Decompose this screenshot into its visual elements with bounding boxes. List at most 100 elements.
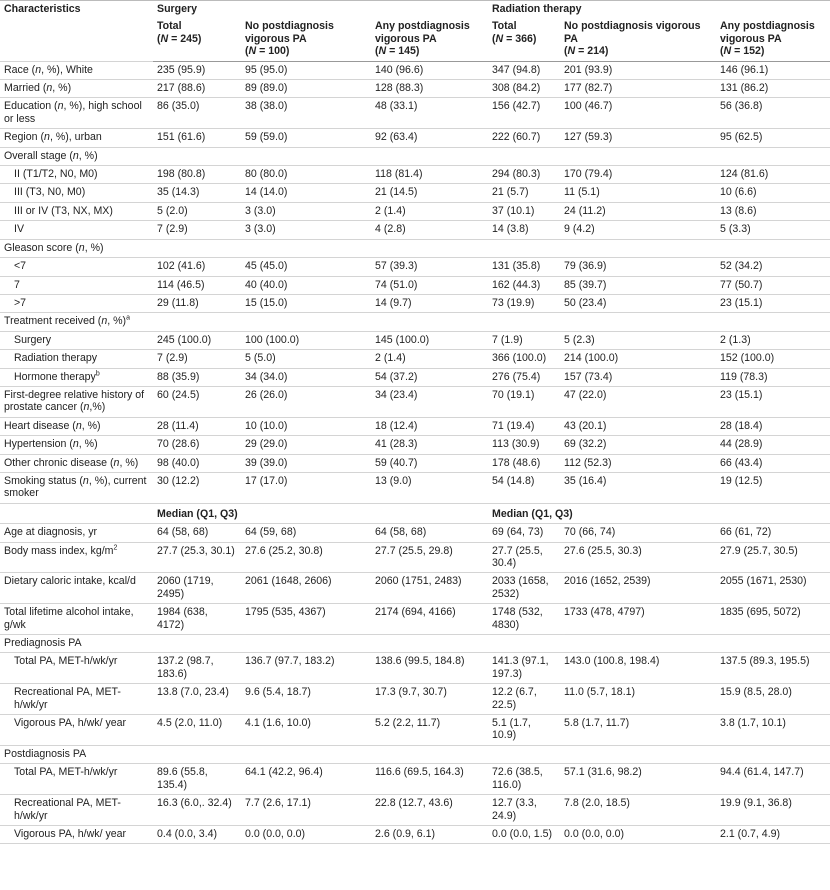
cell-value: 146 (96.1) bbox=[716, 61, 830, 81]
cell-value: 66 (61, 72) bbox=[716, 523, 830, 543]
cell-value: 14 (3.8) bbox=[488, 220, 560, 240]
row-label-text: IV bbox=[14, 223, 25, 236]
cell-value: 21 (14.5) bbox=[371, 183, 488, 203]
row-label: Vigorous PA, h/wk/ year bbox=[0, 825, 153, 845]
cell-value: 0.4 (0.0, 3.4) bbox=[153, 825, 241, 845]
cell-value: 29 (11.8) bbox=[153, 294, 241, 314]
cell-value: 145 (100.0) bbox=[371, 331, 488, 351]
data-row: Radiation therapy 7 (2.9) 5 (5.0) 2 (1.4) 36… bbox=[0, 349, 830, 369]
cell-value: 124 (81.6) bbox=[716, 165, 830, 185]
cell-value: 28 (11.4) bbox=[153, 417, 241, 437]
cell-value: 0.0 (0.0, 0.0) bbox=[560, 825, 716, 845]
column-title: Any postdiagnosis vigorous PA bbox=[375, 20, 470, 45]
cell-value: 94.4 (61.4, 147.7) bbox=[716, 763, 830, 796]
column-n: (N = 366) bbox=[492, 32, 537, 45]
row-label: Total PA, MET-h/wk/yr bbox=[0, 652, 153, 685]
cell-value: 2061 (1648, 2606) bbox=[241, 572, 371, 605]
stat-heading: Median (Q1, Q3) bbox=[153, 503, 488, 525]
row-label-text: First-degree relative history of prostat… bbox=[4, 388, 145, 414]
cell-value: 114 (46.5) bbox=[153, 276, 241, 295]
row-label: II (T1/T2, N0, M0) bbox=[0, 165, 153, 185]
cell-value: 35 (14.3) bbox=[153, 183, 241, 203]
row-label: III (T3, N0, M0) bbox=[0, 183, 153, 203]
column-header: Total (N = 245) bbox=[153, 18, 241, 62]
row-label-text: Education (n, %), high school or less bbox=[4, 100, 142, 125]
row-label: Total lifetime alcohol intake, g/wk bbox=[0, 603, 153, 636]
cell-value: 5.1 (1.7, 10.9) bbox=[488, 714, 560, 746]
row-label: Education (n, %), high school or less bbox=[0, 97, 153, 130]
cell-value: 28 (18.4) bbox=[716, 417, 830, 437]
cell-value: 70 (28.6) bbox=[153, 435, 241, 455]
stat-heading: Median (Q1, Q3) bbox=[488, 503, 830, 525]
cell-value: 80 (80.0) bbox=[241, 165, 371, 185]
cell-value: 119 (78.3) bbox=[716, 368, 830, 387]
cell-value: 34 (34.0) bbox=[241, 368, 371, 387]
row-label: III or IV (T3, NX, MX) bbox=[0, 202, 153, 222]
row-label: First-degree relative history of prostat… bbox=[0, 386, 153, 418]
cell-value: 11.0 (5.7, 18.1) bbox=[560, 683, 716, 716]
group-row: Treatment received (n, %)a bbox=[0, 312, 830, 332]
cell-value: 27.7 (25.3, 30.1) bbox=[153, 542, 241, 574]
column-title: No postdiagnosis vigorous PA bbox=[245, 20, 334, 45]
cell-value: 7 (1.9) bbox=[488, 331, 560, 351]
row-label-text: II (T1/T2, N0, M0) bbox=[14, 168, 98, 181]
cell-value: 74 (51.0) bbox=[371, 276, 488, 295]
group-title: Radiation therapy bbox=[488, 0, 830, 19]
cell-value: 79 (36.9) bbox=[560, 257, 716, 277]
cell-value: 7 (2.9) bbox=[153, 349, 241, 369]
row-label: Heart disease (n, %) bbox=[0, 417, 153, 437]
row-label: Body mass index, kg/m2 bbox=[0, 542, 153, 574]
cell-value: 14 (9.7) bbox=[371, 294, 488, 314]
data-row: Dietary caloric intake, kcal/d 2060 (1719… bbox=[0, 572, 830, 605]
row-label: IV bbox=[0, 220, 153, 240]
cell-value: 2 (1.4) bbox=[371, 349, 488, 369]
data-row: First-degree relative history of prostat… bbox=[0, 386, 830, 418]
cell-value: 366 (100.0) bbox=[488, 349, 560, 369]
data-row: Total PA, MET-h/wk/yr 137.2 (98.7, 183.6)… bbox=[0, 652, 830, 685]
cell-value: 66 (43.4) bbox=[716, 454, 830, 473]
cell-value: 1795 (535, 4367) bbox=[241, 603, 371, 636]
row-label-text: Hormone therapy bbox=[14, 370, 96, 383]
row-label-text: <7 bbox=[14, 260, 27, 273]
cell-value: 57.1 (31.6, 98.2) bbox=[560, 763, 716, 796]
cell-value: 222 (60.7) bbox=[488, 128, 560, 148]
data-row: II (T1/T2, N0, M0) 198 (80.8) 80 (80.0) 118… bbox=[0, 165, 830, 185]
cell-value: 2.1 (0.7, 4.9) bbox=[716, 825, 830, 845]
row-label-text: Heart disease (n, %) bbox=[4, 419, 101, 432]
cell-value: 10 (6.6) bbox=[716, 183, 830, 203]
row-label-text: 7 bbox=[14, 278, 20, 291]
stat-heading-row: Median (Q1, Q3) Median (Q1, Q3) bbox=[0, 503, 830, 525]
cell-value: 1733 (478, 4797) bbox=[560, 603, 716, 636]
cell-value: 54 (37.2) bbox=[371, 368, 488, 387]
cell-value: 89.6 (55.8, 135.4) bbox=[153, 763, 241, 796]
cell-value: 23 (15.1) bbox=[716, 386, 830, 418]
row-label-text: Treatment received (n, %) bbox=[4, 315, 127, 328]
data-row: Smoking status (n, %), current smoker 30 … bbox=[0, 472, 830, 504]
data-row: Race (n, %), White 235 (95.9) 95 (95.0) 140… bbox=[0, 61, 830, 81]
cell-value: 88 (35.9) bbox=[153, 368, 241, 387]
cell-value: 70 (66, 74) bbox=[560, 523, 716, 543]
row-label-text: Body mass index, kg/m bbox=[4, 544, 114, 557]
row-label: Hormone therapyb bbox=[0, 368, 153, 387]
cell-value: 2174 (694, 4166) bbox=[371, 603, 488, 636]
data-row: Vigorous PA, h/wk/ year 4.5 (2.0, 11.0) 4.… bbox=[0, 714, 830, 746]
column-title: Any postdiagnosis vigorous PA bbox=[720, 20, 815, 45]
row-label-text: Married (n, %) bbox=[4, 82, 72, 95]
cell-value: 27.9 (25.7, 30.5) bbox=[716, 542, 830, 574]
cell-value: 1984 (638, 4172) bbox=[153, 603, 241, 636]
cell-value: 2055 (1671, 2530) bbox=[716, 572, 830, 605]
cell-value: 7.7 (2.6, 17.1) bbox=[241, 794, 371, 826]
cell-value: 41 (28.3) bbox=[371, 435, 488, 455]
footnote-mark: 2 bbox=[113, 544, 118, 552]
row-label: Total PA, MET-h/wk/yr bbox=[0, 763, 153, 796]
table-header: Characteristics Surgery Radiation therapy T… bbox=[0, 0, 830, 62]
cell-value: 143.0 (100.8, 198.4) bbox=[560, 652, 716, 685]
cell-value: 2060 (1719, 2495) bbox=[153, 572, 241, 605]
row-label: Age at diagnosis, yr bbox=[0, 523, 153, 543]
cell-value: 16.3 (6.0,. 32.4) bbox=[153, 794, 241, 826]
corner-label: Characteristics bbox=[0, 0, 153, 62]
row-label: >7 bbox=[0, 294, 153, 314]
cell-value: 5 (5.0) bbox=[241, 349, 371, 369]
cell-value: 11 (5.1) bbox=[560, 183, 716, 203]
cell-value: 2016 (1652, 2539) bbox=[560, 572, 716, 605]
